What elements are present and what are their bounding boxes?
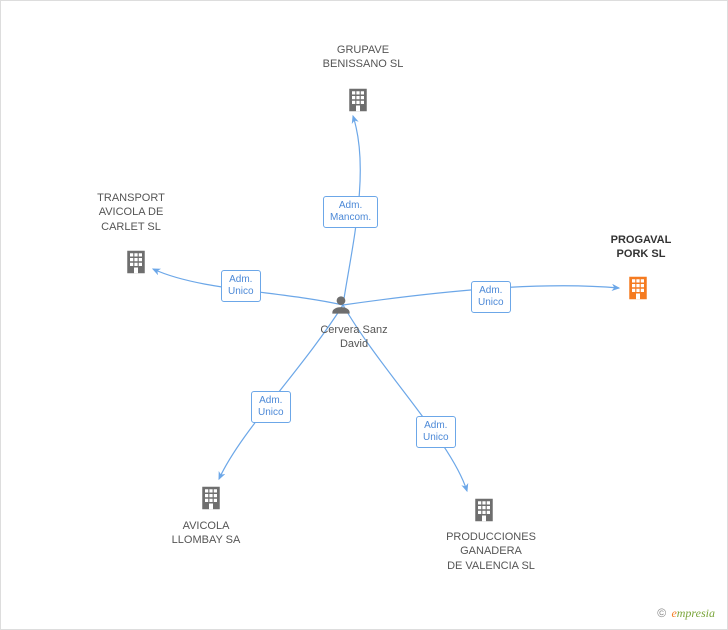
copyright-symbol: © xyxy=(657,606,666,620)
building-icon xyxy=(343,85,373,115)
company-node-producciones: PRODUCCIONES GANADERA DE VALENCIA SL xyxy=(421,530,561,630)
company-label: GRUPAVE BENISSANO SL xyxy=(323,44,404,70)
building-icon xyxy=(196,483,226,513)
footer-brand: © empresia xyxy=(657,606,715,621)
building-icon xyxy=(623,273,653,303)
company-node-transport: TRANSPORT AVICOLA DE CARLET SL xyxy=(81,191,181,311)
center-person-node xyxy=(328,288,354,318)
company-label: PRODUCCIONES GANADERA DE VALENCIA SL xyxy=(446,531,536,572)
company-node-progaval: PROGAVAL PORK SL xyxy=(591,233,691,353)
company-node-grupave: GRUPAVE BENISSANO SL xyxy=(303,43,423,163)
edge-label-progaval: Adm. Unico xyxy=(471,281,511,313)
center-person-label: Cervera Sanz David xyxy=(319,323,389,352)
person-icon xyxy=(328,292,354,318)
edge-label-grupave: Adm. Mancom. xyxy=(323,196,378,228)
edge-label-producciones: Adm. Unico xyxy=(416,416,456,448)
edge-label-transport: Adm. Unico xyxy=(221,270,261,302)
brand-rest: mpresia xyxy=(677,606,715,620)
diagram-container: Cervera Sanz David GRUPAVE BENISSANO SL … xyxy=(0,0,728,630)
company-label: PROGAVAL PORK SL xyxy=(611,234,672,260)
edge-label-avicola: Adm. Unico xyxy=(251,391,291,423)
company-label: TRANSPORT AVICOLA DE CARLET SL xyxy=(97,192,165,233)
building-icon xyxy=(121,247,151,277)
building-icon xyxy=(469,495,499,525)
company-node-avicola: AVICOLA LLOMBAY SA xyxy=(151,519,261,630)
company-label: AVICOLA LLOMBAY SA xyxy=(172,520,241,546)
